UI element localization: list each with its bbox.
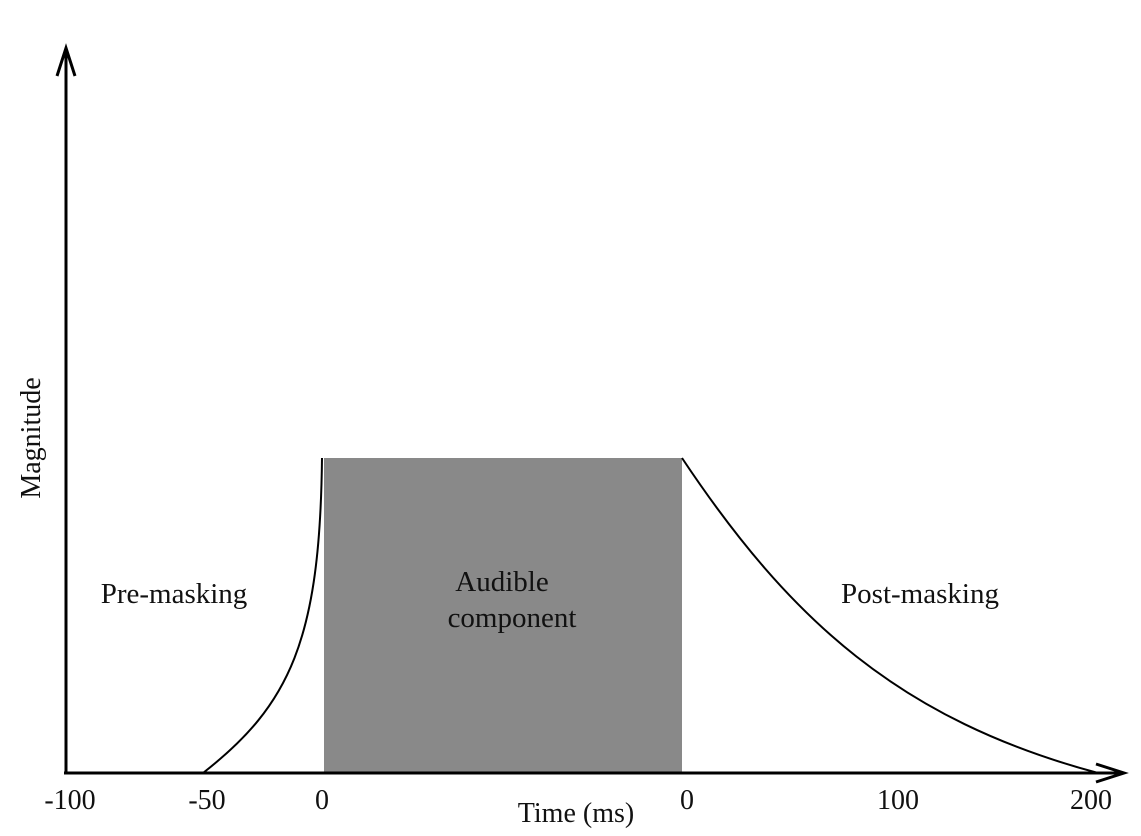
post-masking-label: Post-masking [841, 578, 999, 610]
y-axis-arrow [55, 43, 77, 77]
x-tick-label: -50 [188, 785, 225, 816]
pre-masking-curve [202, 457, 323, 774]
x-axis-arrow [1095, 762, 1129, 784]
x-axis-label: Time (ms) [518, 798, 634, 829]
y-axis-label: Magnitude [16, 377, 47, 498]
x-tick-label: 0 [680, 785, 694, 816]
x-tick-label: 200 [1070, 785, 1112, 816]
x-tick-label: 100 [877, 785, 919, 816]
x-tick-label: -100 [44, 785, 95, 816]
audible-label-line2: component [448, 602, 577, 634]
x-tick-label: 0 [315, 785, 329, 816]
audible-component-block [324, 458, 682, 772]
pre-masking-label: Pre-masking [101, 578, 248, 610]
audible-label-line1: Audible [455, 566, 548, 598]
post-masking-curve [681, 457, 1099, 774]
